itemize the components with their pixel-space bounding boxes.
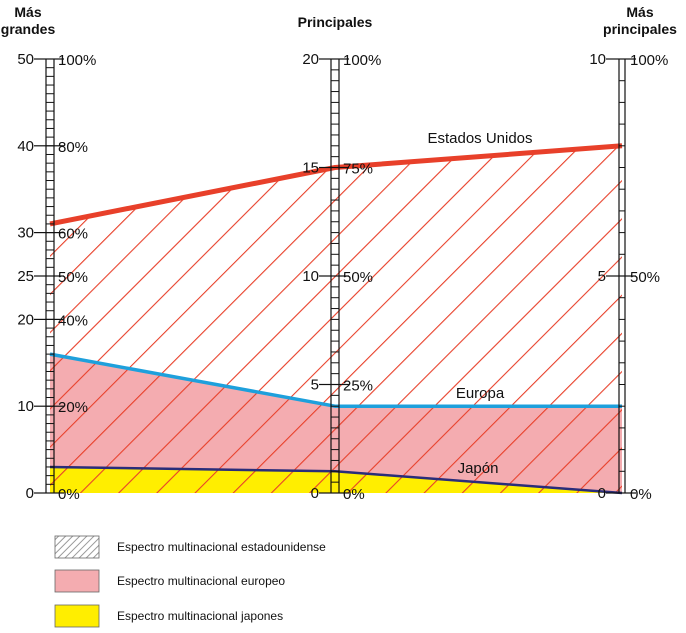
count-tick-label: 10 xyxy=(589,51,606,68)
legend-swatch-pink xyxy=(54,569,100,593)
legend-swatch-yellow xyxy=(54,604,100,628)
count-tick-label: 20 xyxy=(17,311,34,328)
percent-tick-label: 80% xyxy=(58,139,88,156)
percent-tick-label: 100% xyxy=(630,52,668,69)
percent-tick-label: 25% xyxy=(343,378,373,395)
legend-swatch-hatch xyxy=(54,535,100,559)
percent-tick-label: 100% xyxy=(343,52,381,69)
percent-tick-label: 50% xyxy=(58,269,88,286)
percent-tick-label: 50% xyxy=(343,269,373,286)
percent-tick-label: 0% xyxy=(343,486,365,503)
percent-tick-label: 50% xyxy=(630,269,660,286)
percent-tick-label: 75% xyxy=(343,161,373,178)
count-tick-label: 0 xyxy=(311,485,319,502)
percent-tick-label: 20% xyxy=(58,399,88,416)
percent-tick-label: 0% xyxy=(58,486,80,503)
axis-header-middle: Principales xyxy=(298,14,373,30)
count-tick-label: 10 xyxy=(302,268,319,285)
count-tick-label: 10 xyxy=(17,398,34,415)
count-tick-label: 30 xyxy=(17,225,34,242)
axis-header-right: principales xyxy=(603,21,677,37)
count-tick-label: 0 xyxy=(598,485,606,502)
count-tick-label: 0 xyxy=(26,485,34,502)
count-tick-label: 50 xyxy=(17,51,34,68)
axis-header-left: grandes xyxy=(1,21,56,37)
percent-tick-label: 40% xyxy=(58,312,88,329)
percent-tick-label: 0% xyxy=(630,486,652,503)
count-tick-label: 15 xyxy=(302,160,319,177)
label-estados-unidos: Estados Unidos xyxy=(427,130,532,147)
count-tick-label: 25 xyxy=(17,268,34,285)
count-tick-label: 40 xyxy=(17,138,34,155)
count-tick-label: 5 xyxy=(598,268,606,285)
label-europa: Europa xyxy=(456,385,505,402)
count-tick-label: 5 xyxy=(311,377,319,394)
percent-tick-label: 60% xyxy=(58,226,88,243)
label-japon: Japón xyxy=(458,460,499,477)
axis-header-right: Más xyxy=(626,4,653,20)
percent-tick-label: 100% xyxy=(58,52,96,69)
axis-header-left: Más xyxy=(14,4,41,20)
legend-label-yellow: Espectro multinacional japones xyxy=(117,609,283,623)
legend-label-pink: Espectro multinacional europeo xyxy=(117,574,285,588)
count-tick-label: 20 xyxy=(302,51,319,68)
legend-label-hatch: Espectro multinacional estadounidense xyxy=(117,540,326,554)
